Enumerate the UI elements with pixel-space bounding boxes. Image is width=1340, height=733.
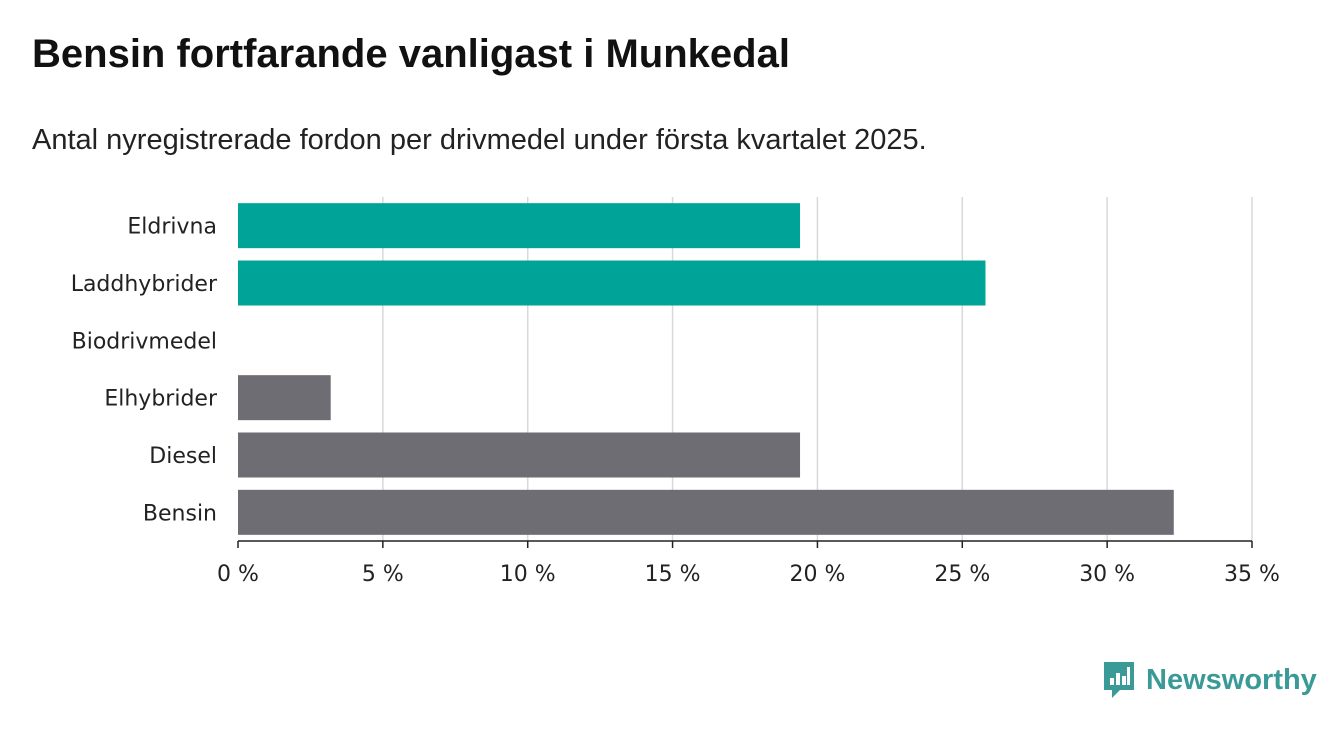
category-label: Diesel [149, 444, 217, 469]
category-label: Biodrivmedel [72, 329, 217, 354]
category-labels: Eldrivna Laddhybrider Biodrivmedel Elhybrid… [71, 215, 218, 527]
category-label: Bensin [143, 501, 217, 526]
chart-title: Bensin fortfarande vanligast i Munkedal [32, 32, 790, 76]
x-tick-label: 20 % [789, 562, 845, 587]
x-tick-label: 10 % [500, 562, 556, 587]
category-label: Laddhybrider [71, 272, 218, 297]
x-tick-label: 15 % [645, 562, 701, 587]
bar-laddhybrider [238, 260, 986, 306]
x-tick-label: 35 % [1224, 562, 1280, 587]
x-tick-label: 5 % [362, 562, 404, 587]
category-label: Elhybrider [104, 387, 218, 412]
bar-eldrivna [238, 203, 801, 249]
newsworthy-logo[interactable]: Newsworthy [1102, 660, 1317, 700]
chart-subtitle: Antal nyregistrerade fordon per drivmede… [32, 124, 927, 156]
x-tick-label: 25 % [934, 562, 990, 587]
x-axis: 0 % 5 % 10 % 15 % 20 % 25 % 30 % 35 % [217, 540, 1280, 587]
category-label: Eldrivna [127, 215, 217, 240]
bar-diesel [238, 432, 801, 478]
newsworthy-logo-icon [1104, 662, 1134, 698]
bar-bensin [238, 489, 1174, 535]
gridlines [382, 197, 1253, 541]
bars [238, 203, 1174, 535]
bar-elhybrider [238, 375, 331, 421]
x-tick-label: 0 % [217, 562, 259, 587]
newsworthy-logo-text: Newsworthy [1146, 663, 1317, 696]
x-tick-label: 30 % [1079, 562, 1135, 587]
